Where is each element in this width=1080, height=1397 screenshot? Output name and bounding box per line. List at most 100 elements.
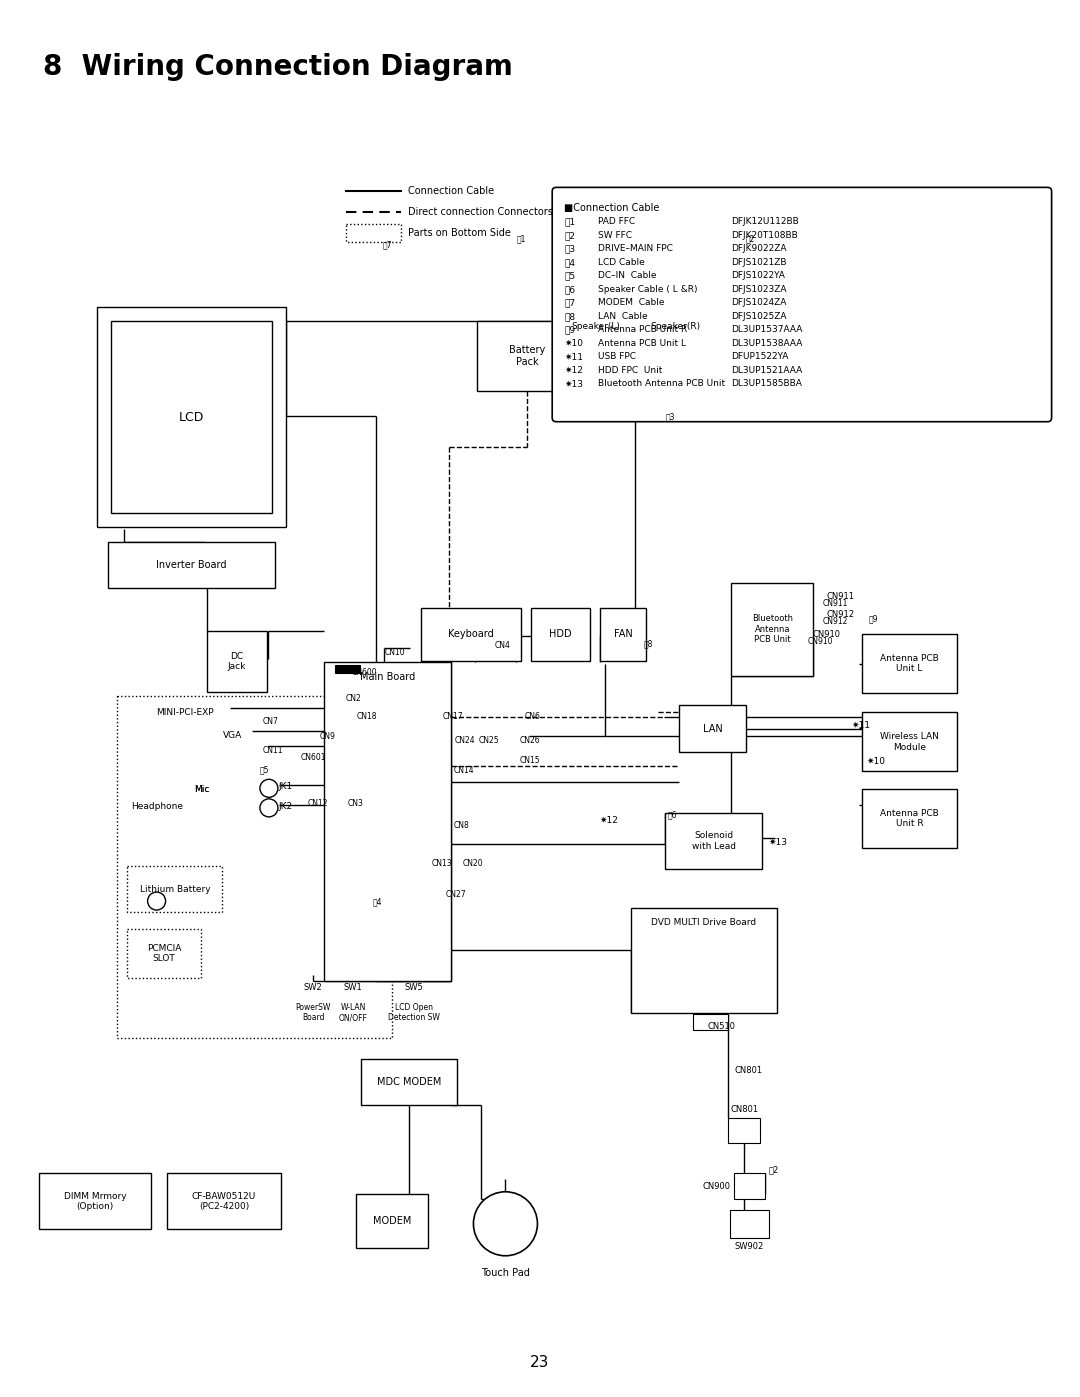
Text: ⁳4: ⁳4 xyxy=(564,258,576,267)
Bar xyxy=(97,307,286,527)
Text: CN26: CN26 xyxy=(519,736,540,745)
Text: CN900: CN900 xyxy=(702,1182,730,1190)
Text: DRIVE–MAIN FPC: DRIVE–MAIN FPC xyxy=(598,244,673,253)
Text: MODEM: MODEM xyxy=(373,1215,411,1227)
Text: CF-BAW0512U
(PC2-4200): CF-BAW0512U (PC2-4200) xyxy=(192,1192,256,1211)
Text: ⁳9: ⁳9 xyxy=(564,326,576,334)
Text: ⁳5: ⁳5 xyxy=(259,766,269,774)
Text: ✷12: ✷12 xyxy=(564,366,583,374)
Text: CN9: CN9 xyxy=(320,732,336,740)
Text: CN910: CN910 xyxy=(812,630,840,638)
Text: ⁳3: ⁳3 xyxy=(564,244,576,253)
Text: PAD FFC: PAD FFC xyxy=(598,218,635,226)
Bar xyxy=(728,1118,760,1143)
Text: Bluetooth
Antenna
PCB Unit: Bluetooth Antenna PCB Unit xyxy=(752,615,793,644)
Text: DVD MULTI Drive Board: DVD MULTI Drive Board xyxy=(651,918,756,926)
Text: ⁳2: ⁳2 xyxy=(745,235,755,243)
Bar xyxy=(734,1173,765,1199)
Text: CN8: CN8 xyxy=(454,821,470,830)
Bar xyxy=(862,634,957,693)
Text: Parts on Bottom Side: Parts on Bottom Side xyxy=(407,228,511,239)
Text: LCD: LCD xyxy=(179,411,204,423)
Text: CN600: CN600 xyxy=(352,668,378,676)
Text: DL3UP1537AAA: DL3UP1537AAA xyxy=(731,326,802,334)
Text: CN18: CN18 xyxy=(356,712,377,721)
Text: CN15: CN15 xyxy=(519,756,540,764)
Text: DFJK12U112BB: DFJK12U112BB xyxy=(731,218,799,226)
Bar xyxy=(665,813,762,869)
Text: SW1: SW1 xyxy=(343,983,363,992)
Bar xyxy=(167,1173,281,1229)
Text: Mic: Mic xyxy=(194,785,210,793)
Text: Inverter Board: Inverter Board xyxy=(157,560,227,570)
Text: ⁳1: ⁳1 xyxy=(564,218,576,226)
Text: Connection Cable: Connection Cable xyxy=(407,186,494,197)
Circle shape xyxy=(260,799,278,817)
Text: 23: 23 xyxy=(530,1355,550,1369)
Text: Speaker(L): Speaker(L) xyxy=(571,323,621,331)
Text: CN20: CN20 xyxy=(462,859,483,868)
Text: DL3UP1521AAA: DL3UP1521AAA xyxy=(731,366,802,374)
FancyBboxPatch shape xyxy=(552,187,1052,422)
Text: CN24: CN24 xyxy=(455,736,475,745)
Text: CN12: CN12 xyxy=(308,799,328,807)
Bar xyxy=(39,1173,151,1229)
Text: Headphone: Headphone xyxy=(132,802,184,810)
Text: ■Connection Cable: ■Connection Cable xyxy=(564,204,660,214)
Text: VGA: VGA xyxy=(222,731,242,739)
Text: ⁳6: ⁳6 xyxy=(564,285,576,293)
Text: Keyboard: Keyboard xyxy=(448,629,494,640)
Text: Antenna PCB
Unit L: Antenna PCB Unit L xyxy=(880,654,939,673)
Text: SW5: SW5 xyxy=(404,983,423,992)
Text: DL3UP1538AAA: DL3UP1538AAA xyxy=(731,339,802,348)
Bar xyxy=(207,631,267,692)
Bar xyxy=(324,662,451,981)
Bar xyxy=(679,705,746,752)
Text: DC–IN  Cable: DC–IN Cable xyxy=(598,271,657,281)
Text: MODEM  Cable: MODEM Cable xyxy=(598,299,664,307)
Text: ⁳8: ⁳8 xyxy=(644,640,653,648)
Text: JK2: JK2 xyxy=(279,802,293,810)
Text: DFJS1022YA: DFJS1022YA xyxy=(731,271,785,281)
Text: DFJS1021ZB: DFJS1021ZB xyxy=(731,258,786,267)
Text: Touch Pad: Touch Pad xyxy=(481,1267,530,1278)
Bar xyxy=(730,1210,769,1238)
Text: Lithium Battery: Lithium Battery xyxy=(139,884,211,894)
Text: ⁳2: ⁳2 xyxy=(564,231,576,240)
Text: Bluetooth Antenna PCB Unit: Bluetooth Antenna PCB Unit xyxy=(598,380,726,388)
Text: ⁳4: ⁳4 xyxy=(373,897,382,905)
Circle shape xyxy=(584,344,608,369)
Text: ⁳7: ⁳7 xyxy=(564,299,576,307)
Text: CN601: CN601 xyxy=(300,753,326,761)
Bar xyxy=(631,908,777,1013)
Text: Mic: Mic xyxy=(194,785,210,793)
Text: SW2: SW2 xyxy=(303,983,323,992)
Text: DIMM Mrmory
(Option): DIMM Mrmory (Option) xyxy=(64,1192,126,1211)
Text: LCD Open
Detection SW: LCD Open Detection SW xyxy=(388,1003,440,1023)
Bar xyxy=(127,866,222,912)
Text: Battery
Pack: Battery Pack xyxy=(509,345,545,367)
Text: CN17: CN17 xyxy=(443,712,463,721)
Text: CN13: CN13 xyxy=(432,859,453,868)
Text: Main Board: Main Board xyxy=(360,672,416,682)
Bar xyxy=(600,608,646,661)
Text: ⁳2: ⁳2 xyxy=(769,1165,779,1173)
Bar xyxy=(108,542,275,588)
Circle shape xyxy=(473,1192,538,1256)
Text: ⁳6: ⁳6 xyxy=(667,810,677,819)
Text: ⁳1: ⁳1 xyxy=(516,235,526,243)
Text: CN910: CN910 xyxy=(808,637,834,645)
Text: ⁳8: ⁳8 xyxy=(564,312,576,321)
Text: CN4: CN4 xyxy=(495,641,511,650)
Bar xyxy=(862,789,957,848)
Text: CN14: CN14 xyxy=(454,766,474,774)
Text: SW902: SW902 xyxy=(734,1242,765,1250)
Text: ⁳7: ⁳7 xyxy=(382,240,392,249)
Text: DFJS1025ZA: DFJS1025ZA xyxy=(731,312,786,321)
Text: ⁳3: ⁳3 xyxy=(665,412,675,420)
Text: Solenoid
with Lead: Solenoid with Lead xyxy=(692,831,735,851)
Bar xyxy=(356,1194,428,1248)
Text: W-LAN
ON/OFF: W-LAN ON/OFF xyxy=(339,1003,367,1023)
Text: MDC MODEM: MDC MODEM xyxy=(377,1077,441,1087)
Text: CN801: CN801 xyxy=(730,1105,758,1113)
